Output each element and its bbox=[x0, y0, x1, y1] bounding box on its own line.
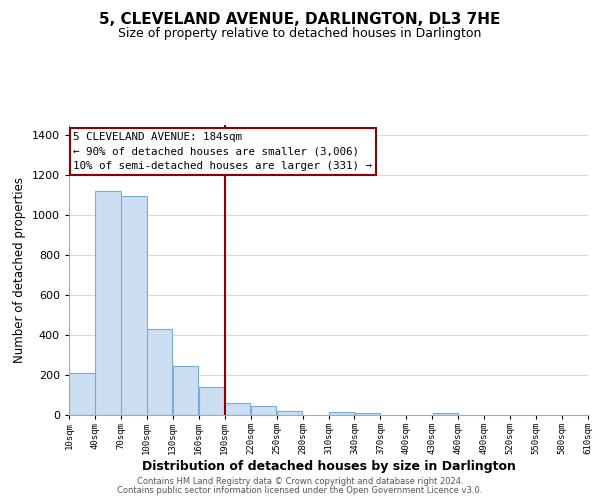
Bar bbox=[277, 411, 302, 415]
Text: Contains HM Land Registry data © Crown copyright and database right 2024.: Contains HM Land Registry data © Crown c… bbox=[137, 477, 463, 486]
Text: Size of property relative to detached houses in Darlington: Size of property relative to detached ho… bbox=[118, 28, 482, 40]
Text: 5 CLEVELAND AVENUE: 184sqm
← 90% of detached houses are smaller (3,006)
10% of s: 5 CLEVELAND AVENUE: 184sqm ← 90% of deta… bbox=[73, 132, 373, 171]
Bar bbox=[355, 413, 380, 415]
Bar bbox=[147, 329, 172, 415]
Bar bbox=[199, 387, 224, 415]
Bar bbox=[95, 191, 121, 415]
Bar bbox=[121, 196, 146, 415]
Text: Contains public sector information licensed under the Open Government Licence v3: Contains public sector information licen… bbox=[118, 486, 482, 495]
Bar bbox=[251, 406, 276, 415]
Bar bbox=[173, 366, 199, 415]
X-axis label: Distribution of detached houses by size in Darlington: Distribution of detached houses by size … bbox=[142, 460, 515, 473]
Bar bbox=[70, 373, 95, 415]
Y-axis label: Number of detached properties: Number of detached properties bbox=[13, 177, 26, 363]
Bar bbox=[433, 413, 458, 415]
Bar bbox=[225, 403, 250, 415]
Text: 5, CLEVELAND AVENUE, DARLINGTON, DL3 7HE: 5, CLEVELAND AVENUE, DARLINGTON, DL3 7HE bbox=[100, 12, 500, 28]
Bar bbox=[329, 412, 354, 415]
